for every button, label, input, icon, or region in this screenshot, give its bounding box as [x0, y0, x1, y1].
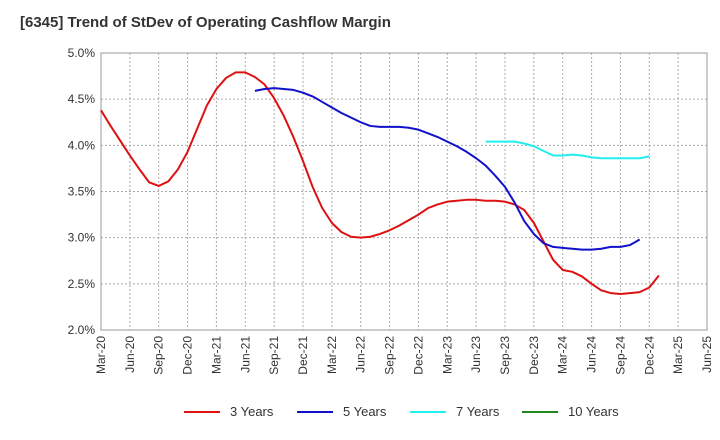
y-tick-label: 3.0%: [68, 231, 96, 245]
legend-label-7-years: 7 Years: [456, 404, 500, 419]
x-tick-label: Dec-23: [527, 336, 541, 375]
x-tick-label: Mar-21: [209, 336, 223, 374]
legend-item-5-years: 5 Years: [297, 404, 386, 419]
legend: 3 Years 5 Years 7 Years 10 Years: [0, 404, 720, 426]
x-tick-label: Jun-22: [354, 336, 368, 373]
y-axis-ticks: 5.0% 4.5% 4.0% 3.5% 3.0% 2.5% 2.0%: [68, 46, 96, 337]
x-tick-label: Mar-23: [440, 336, 454, 374]
grid: [100, 52, 708, 331]
series-lines: [100, 71, 660, 295]
x-tick-label: Mar-22: [325, 336, 339, 374]
x-tick-label: Jun-23: [469, 336, 483, 373]
legend-swatch-3-years: [184, 410, 220, 413]
series-line-7-years: [485, 140, 650, 160]
legend-label-10-years: 10 Years: [568, 404, 619, 419]
legend-label-5-years: 5 Years: [343, 404, 387, 419]
series-line-5-years: [254, 87, 641, 251]
y-tick-label: 4.0%: [68, 138, 96, 152]
line-chart: 5.0% 4.5% 4.0% 3.5% 3.0% 2.5% 2.0% Mar-20 Jun-2…: [68, 46, 714, 375]
legend-label-3-years: 3 Years: [230, 404, 274, 419]
x-tick-label: Jun-24: [585, 336, 599, 373]
legend-swatch-10-years: [522, 410, 558, 413]
chart-title: [6345] Trend of StDev of Operating Cashf…: [20, 14, 391, 31]
x-tick-label: Dec-24: [642, 336, 656, 375]
x-tick-label: Sep-23: [498, 336, 512, 375]
legend-swatch-5-years: [297, 410, 333, 413]
x-tick-label: Jun-20: [123, 336, 137, 373]
series-line-3-years: [100, 71, 660, 295]
x-tick-label: Mar-20: [94, 336, 108, 374]
y-tick-label: 5.0%: [68, 46, 96, 60]
legend-item-10-years: 10 Years: [522, 404, 619, 419]
x-tick-label: Mar-24: [556, 336, 570, 374]
x-tick-label: Dec-22: [411, 336, 425, 375]
plot-area: [100, 52, 708, 331]
legend-item-7-years: 7 Years: [410, 404, 499, 419]
legend-swatch-7-years: [410, 410, 446, 413]
x-tick-label: Mar-25: [671, 336, 685, 374]
x-tick-label: Jun-21: [238, 336, 252, 373]
x-tick-label: Sep-22: [383, 336, 397, 375]
legend-item-3-years: 3 Years: [184, 404, 273, 419]
x-axis-ticks: Mar-20 Jun-20 Sep-20 Dec-20 Mar-21 Jun-21 Sep-…: [94, 336, 714, 375]
y-tick-label: 3.5%: [68, 185, 96, 199]
x-tick-label: Sep-21: [267, 336, 281, 375]
x-tick-label: Sep-20: [152, 336, 166, 375]
x-tick-label: Jun-25: [700, 336, 714, 373]
y-tick-label: 2.5%: [68, 277, 96, 291]
y-tick-label: 2.0%: [68, 323, 96, 337]
x-tick-label: Dec-20: [181, 336, 195, 375]
y-tick-label: 4.5%: [68, 92, 96, 106]
x-tick-label: Dec-21: [296, 336, 310, 375]
x-tick-label: Sep-24: [613, 336, 627, 375]
